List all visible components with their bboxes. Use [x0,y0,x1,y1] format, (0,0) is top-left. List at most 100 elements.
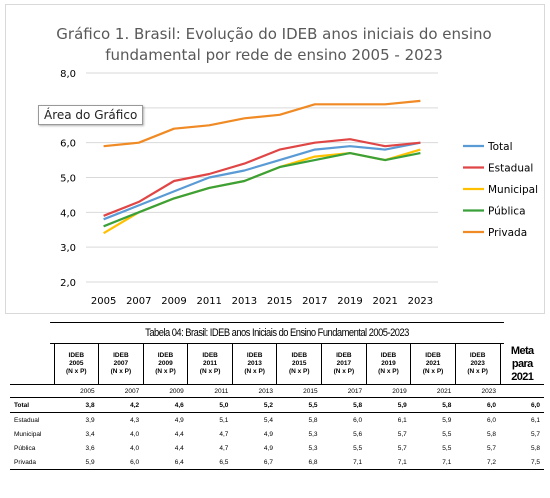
table-cell: 4,4 [174,430,184,438]
table-cell: 4,7 [219,444,229,452]
table-cell: 4,6 [143,397,188,413]
year-cell: 2009 [143,384,188,398]
table-cell: 7,2 [455,455,500,470]
table-cell: 5,7 [530,430,540,438]
column-header-line: IDEB [246,352,263,359]
x-tick-label: 2009 [161,296,186,307]
table-cell: 5,8 [530,444,540,452]
year-blank-cell [10,384,54,398]
table-row: Estadual 3,9 4,3 4,9 5,1 5,4 5,8 6,0 6,1 5,9 6,0 6,… [10,413,544,428]
column-header: IDEB 2019 (N x P) [365,344,411,385]
table-cell: 6,5 [187,455,233,470]
column-header: IDEB 2013 (N x P) [231,344,277,385]
year-cell: 2011 [187,384,233,398]
column-header-line: (N x P) [244,368,265,375]
row-label: Privada [10,455,54,470]
meta-header-line: 2021 [511,370,534,383]
table-caption: Tabela 04: Brasil: IDEB anos Iniciais do… [50,322,504,344]
chart-area[interactable]: Gráfico 1. Brasil: Evolução do IDEB anos… [5,4,545,314]
column-header-line: (N x P) [467,368,488,375]
table-cell: 6,7 [232,455,277,470]
meta-header-line: Meta para [510,344,534,370]
column-header-line: IDEB [425,352,441,359]
year-cell [500,384,544,398]
chart-title-line: Gráfico 1. Brasil: Evolução do IDEB anos… [56,25,491,43]
column-header-line: (N x P) [288,368,310,375]
column-header-line: (N x P) [378,368,399,375]
table-cell: 5,1 [219,416,229,424]
table-cell: 5,9 [442,416,452,424]
table-cell: 5,8 [321,397,367,413]
column-header: IDEB 2011 (N x P) [187,344,233,385]
column-header-line: IDEB [336,352,352,359]
table-cell: 5,5 [442,430,452,438]
legend-label: Total [487,141,513,153]
table-cell: 4,0 [130,444,140,452]
table-cell: 6,0 [98,455,144,470]
table-cell: 6,1 [397,416,407,424]
table-cell: 5,4 [263,416,273,424]
series-line-total [103,141,421,221]
table-cell: 6,0 [455,397,500,413]
x-tick-label: 2005 [91,296,116,307]
y-tick-label: 8,0 [60,69,76,80]
column-header: IDEB 2005 (N x P) [53,344,99,385]
table-cell: 5,5 [442,444,452,452]
column-header-line: IDEB [113,352,129,359]
table-cell: 5,7 [486,444,496,452]
table-cell: 5,7 [397,430,407,438]
column-header-line: (N x P) [155,368,176,375]
column-header: IDEB 2023 (N x P) [454,344,500,385]
column-header-line: (N x P) [199,368,221,375]
table-cell: 3,8 [54,397,99,413]
column-header-line: 2011 [203,360,218,367]
table-cell: 5,0 [187,397,233,413]
y-tick-label: 6,0 [60,139,76,150]
chart-title-line: fundamental por rede de ensino 2005 - 20… [105,46,443,64]
column-header-line: 2019 [381,360,396,367]
meta-column-header: Meta para 2021 [499,344,544,385]
table-cell: 6,0 [353,416,363,424]
ideb-table-section: Tabela 04: Brasil: IDEB anos Iniciais do… [10,322,544,470]
year-cell: 2021 [410,384,456,398]
table-cell: 4,4 [174,444,184,452]
table-cell: 5,9 [54,455,99,470]
table-cell: 6,1 [530,416,540,424]
row-label: Municipal [14,430,42,438]
x-tick-label: 2019 [337,296,362,307]
series-line-estadual [103,138,421,217]
column-header-line: IDEB [380,352,397,359]
x-tick-label: 2015 [267,296,292,307]
table-cell: 4,9 [174,416,184,424]
table-cell: 7,5 [500,455,544,470]
table-cell: 3,9 [85,416,95,424]
year-cell: 2015 [276,384,322,398]
x-tick-label: 2021 [372,296,397,307]
legend-label: Municipal [488,184,538,196]
column-header-line: 2013 [247,360,262,367]
column-header-line: (N x P) [66,368,87,375]
table-cell: 4,3 [130,416,140,424]
column-header-line: 2009 [158,360,173,367]
row-label: Estadual [14,416,40,424]
column-header-line: 2007 [113,360,129,367]
table-cell: 6,4 [143,455,188,470]
column-header-line: IDEB [68,352,85,359]
column-header-line: 2005 [69,360,84,367]
y-tick-label: 2,0 [60,278,76,289]
table-row: Total 3,8 4,2 4,6 5,0 5,2 5,5 5,8 5,9 5,8 6,0 6,0 [10,397,544,413]
column-header: IDEB 2017 (N x P) [321,344,367,385]
column-header-line: IDEB [202,352,218,359]
series-line-municipal [103,148,421,235]
table-row: Pública 3,6 4,0 4,4 4,7 4,9 5,3 5,5 5,7 5,5 5,7 5,8 [10,441,544,455]
column-header-line: 2023 [470,360,485,367]
table-cell: 5,7 [397,444,407,452]
table-header-row: IDEB 2005 (N x P) IDEB 2007 (N x P) IDEB 2009 (N… [10,344,544,385]
y-tick-label: 5,0 [60,174,76,185]
year-cell: 2007 [98,384,144,398]
table-cell: 5,3 [308,430,318,438]
year-cell: 2013 [232,384,277,398]
x-tick-label: 2011 [196,296,221,307]
table-cell: 6,0 [486,416,496,424]
column-header: IDEB 2007 (N x P) [98,344,144,385]
